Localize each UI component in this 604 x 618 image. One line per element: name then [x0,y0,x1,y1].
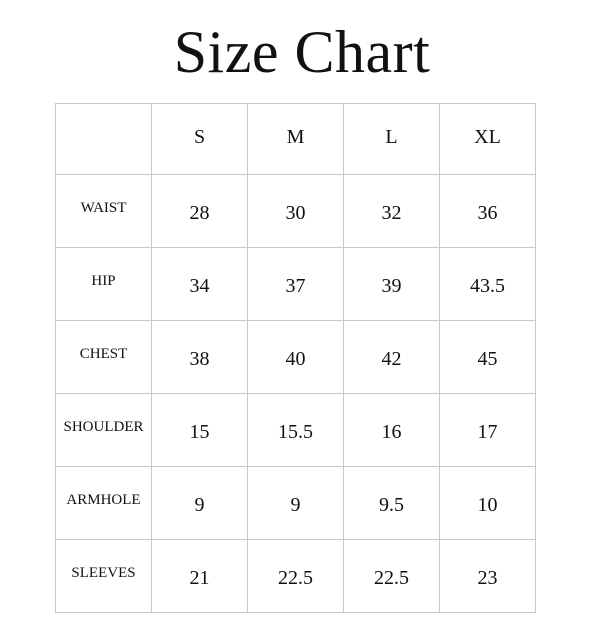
measurement-cell: 22.5 [343,539,440,613]
measurement-cell: 34 [151,247,248,321]
measurement-cell: 23 [439,539,536,613]
table-row: WAIST 28 30 32 36 [55,174,536,248]
size-chart-table: S M L XL WAIST 28 30 32 36 HIP 34 37 39 43.5 CHEST… [55,103,536,613]
page-title: Size Chart [173,19,431,85]
measurement-cell: 37 [247,247,344,321]
measurement-cell: 17 [439,393,536,467]
table-row: CHEST 38 40 42 45 [55,320,536,394]
measurement-cell: 32 [343,174,440,248]
table-row: ARMHOLE 9 9 9.5 10 [55,466,536,540]
header-cell [55,103,152,175]
row-label: SHOULDER [55,393,152,467]
header-cell-m: M [247,103,344,175]
row-label: WAIST [55,174,152,248]
measurement-cell: 15 [151,393,248,467]
measurement-cell: 15.5 [247,393,344,467]
table-row: HIP 34 37 39 43.5 [55,247,536,321]
measurement-cell: 28 [151,174,248,248]
row-label: HIP [55,247,152,321]
measurement-cell: 16 [343,393,440,467]
measurement-cell: 42 [343,320,440,394]
measurement-cell: 43.5 [439,247,536,321]
measurement-cell: 30 [247,174,344,248]
measurement-cell: 10 [439,466,536,540]
measurement-cell: 22.5 [247,539,344,613]
measurement-cell: 9.5 [343,466,440,540]
table-row: SHOULDER 15 15.5 16 17 [55,393,536,467]
row-label: CHEST [55,320,152,394]
header-cell-s: S [151,103,248,175]
header-cell-l: L [343,103,440,175]
measurement-cell: 9 [151,466,248,540]
measurement-cell: 36 [439,174,536,248]
table-row: SLEEVES 21 22.5 22.5 23 [55,539,536,613]
row-label: SLEEVES [55,539,152,613]
measurement-cell: 39 [343,247,440,321]
measurement-cell: 40 [247,320,344,394]
row-label: ARMHOLE [55,466,152,540]
measurement-cell: 9 [247,466,344,540]
header-row: S M L XL [55,103,536,175]
measurement-cell: 45 [439,320,536,394]
measurement-cell: 38 [151,320,248,394]
header-cell-xl: XL [439,103,536,175]
measurement-cell: 21 [151,539,248,613]
